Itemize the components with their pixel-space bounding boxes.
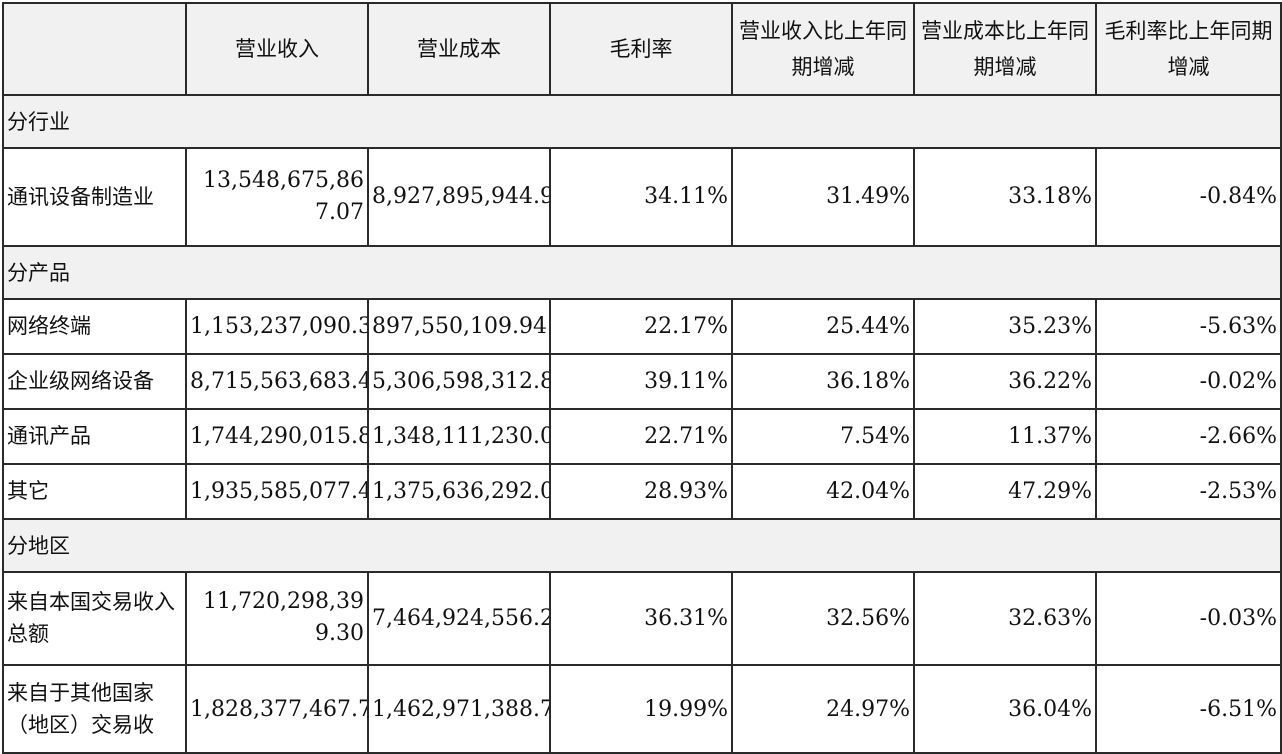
cost-cell: 1,375,636,292.07 xyxy=(367,462,551,520)
margin-yoy-cell: -2.53% xyxy=(1095,462,1282,520)
header-cost: 营业成本 xyxy=(367,2,551,96)
revenue-cell: 11,720,298,399.30 xyxy=(185,570,369,667)
header-blank-cell xyxy=(2,2,187,96)
revenue-cell: 1,828,377,467.77 xyxy=(185,664,369,754)
revenue-cell: 8,715,563,683.44 xyxy=(185,352,369,410)
revenue-yoy-cell: 31.49% xyxy=(731,146,915,247)
revenue-cell: 1,744,290,015.84 xyxy=(185,407,369,465)
cost-yoy-cell: 47.29% xyxy=(913,462,1097,520)
cost-cell: 897,550,109.94 xyxy=(367,297,551,355)
revenue-yoy-cell: 7.54% xyxy=(731,407,915,465)
cost-cell: 1,348,111,230.07 xyxy=(367,407,551,465)
revenue-yoy-cell: 32.56% xyxy=(731,570,915,667)
cost-cell: 5,306,598,312.87 xyxy=(367,352,551,410)
header-margin-yoy: 毛利率比上年同期增减 xyxy=(1095,2,1282,96)
cost-cell: 7,464,924,556.25 xyxy=(367,570,551,667)
gross-margin-cell: 22.71% xyxy=(549,407,733,465)
section-product-row: 分产品 xyxy=(2,244,1282,300)
section-title: 分产品 xyxy=(2,244,1282,300)
cost-yoy-cell: 11.37% xyxy=(913,407,1097,465)
section-title: 分行业 xyxy=(2,94,1282,149)
row-label: 企业级网络设备 xyxy=(2,352,187,410)
header-cost-yoy: 营业成本比上年同期增减 xyxy=(913,2,1097,96)
gross-margin-cell: 28.93% xyxy=(549,462,733,520)
gross-margin-cell: 34.11% xyxy=(549,146,733,247)
section-title: 分地区 xyxy=(2,517,1282,573)
row-label: 其它 xyxy=(2,462,187,520)
cost-cell: 1,462,971,388.70 xyxy=(367,664,551,754)
table-row: 通讯产品 1,744,290,015.84 1,348,111,230.07 22.7… xyxy=(2,407,1282,465)
revenue-yoy-cell: 36.18% xyxy=(731,352,915,410)
row-label: 来自本国交易收入总额 xyxy=(2,570,187,667)
revenue-yoy-cell: 42.04% xyxy=(731,462,915,520)
cost-yoy-cell: 35.23% xyxy=(913,297,1097,355)
margin-yoy-cell: -0.03% xyxy=(1095,570,1282,667)
row-label: 通讯产品 xyxy=(2,407,187,465)
table-row: 通讯设备制造业 13,548,675,867.07 8,927,895,944.95… xyxy=(2,146,1282,247)
header-revenue: 营业收入 xyxy=(185,2,369,96)
revenue-yoy-cell: 25.44% xyxy=(731,297,915,355)
margin-yoy-cell: -0.84% xyxy=(1095,146,1282,247)
gross-margin-cell: 19.99% xyxy=(549,664,733,754)
row-label: 网络终端 xyxy=(2,297,187,355)
table-row: 网络终端 1,153,237,090.38 897,550,109.94 22.17%… xyxy=(2,297,1282,355)
table-row: 企业级网络设备 8,715,563,683.44 5,306,598,312.87 3… xyxy=(2,352,1282,410)
row-label: 来自于其他国家（地区）交易收 xyxy=(2,664,187,754)
cost-yoy-cell: 36.22% xyxy=(913,352,1097,410)
cost-yoy-cell: 32.63% xyxy=(913,570,1097,667)
row-label: 通讯设备制造业 xyxy=(2,146,187,247)
margin-yoy-cell: -6.51% xyxy=(1095,664,1282,754)
margin-yoy-cell: -2.66% xyxy=(1095,407,1282,465)
gross-margin-cell: 39.11% xyxy=(549,352,733,410)
table-body: 分行业 通讯设备制造业 13,548,675,867.07 8,927,895,944… xyxy=(2,94,1282,754)
revenue-cell: 1,153,237,090.38 xyxy=(185,297,369,355)
cost-cell: 8,927,895,944.95 xyxy=(367,146,551,247)
header-row: 营业收入 营业成本 毛利率 营业收入比上年同期增减 营业成本比上年同期增减 毛利… xyxy=(2,2,1282,96)
revenue-yoy-cell: 24.97% xyxy=(731,664,915,754)
section-region-row: 分地区 xyxy=(2,517,1282,573)
header-gross-margin: 毛利率 xyxy=(549,2,733,96)
header-revenue-yoy: 营业收入比上年同期增减 xyxy=(731,2,915,96)
margin-yoy-cell: -0.02% xyxy=(1095,352,1282,410)
table-row: 来自于其他国家（地区）交易收 1,828,377,467.77 1,462,971,… xyxy=(2,664,1282,754)
cost-yoy-cell: 36.04% xyxy=(913,664,1097,754)
cost-yoy-cell: 33.18% xyxy=(913,146,1097,247)
revenue-cell: 1,935,585,077.41 xyxy=(185,462,369,520)
section-industry-row: 分行业 xyxy=(2,94,1282,149)
gross-margin-cell: 22.17% xyxy=(549,297,733,355)
gross-margin-cell: 36.31% xyxy=(549,570,733,667)
revenue-cell: 13,548,675,867.07 xyxy=(185,146,369,247)
table-row: 来自本国交易收入总额 11,720,298,399.30 7,464,924,556… xyxy=(2,570,1282,667)
table-row: 其它 1,935,585,077.41 1,375,636,292.07 28.93%… xyxy=(2,462,1282,520)
margin-yoy-cell: -5.63% xyxy=(1095,297,1282,355)
